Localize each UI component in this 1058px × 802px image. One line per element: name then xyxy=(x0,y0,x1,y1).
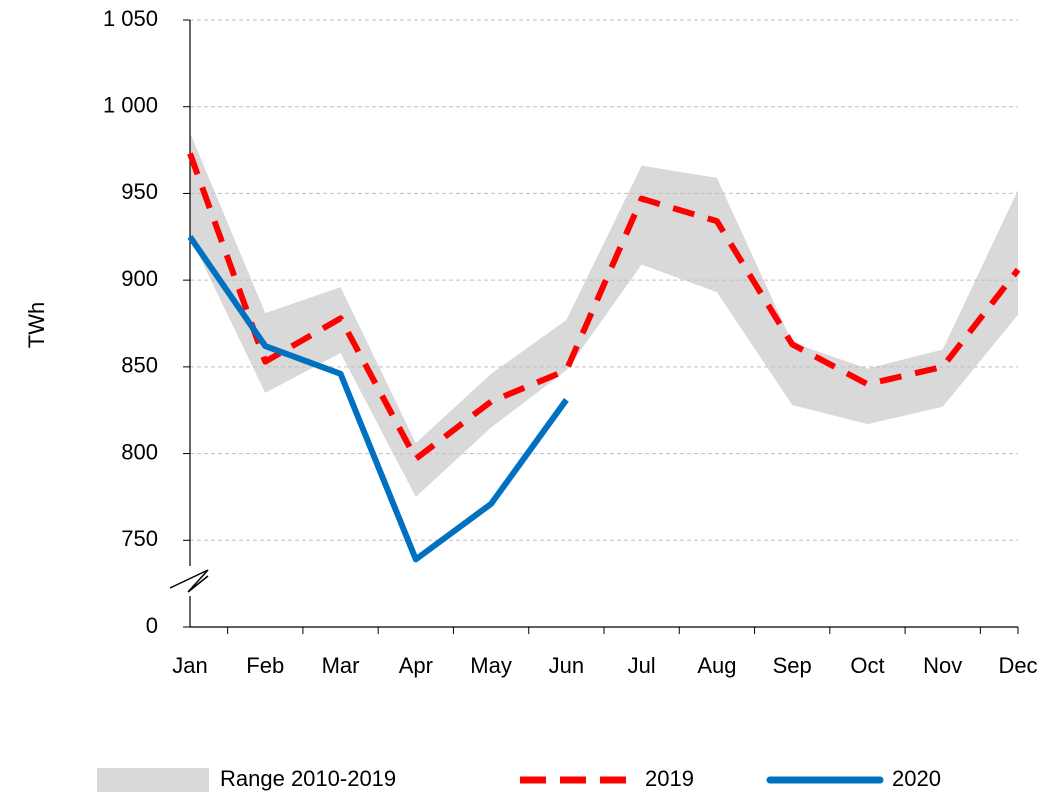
x-tick-label: Jul xyxy=(628,653,656,678)
range-area xyxy=(190,132,1018,497)
x-tick-label: Jan xyxy=(172,653,207,678)
x-tick-label: Mar xyxy=(322,653,360,678)
y-tick-label: 1 000 xyxy=(103,93,158,118)
y-tick-label: 950 xyxy=(121,179,158,204)
series-line xyxy=(187,152,1021,462)
legend-swatch xyxy=(97,768,209,792)
series-line xyxy=(187,235,569,563)
axis-break xyxy=(169,569,209,593)
x-tick-label: Dec xyxy=(998,653,1037,678)
x-tick-label: Feb xyxy=(246,653,284,678)
y-axis-label: TWh xyxy=(24,302,49,348)
x-tick-label: Nov xyxy=(923,653,962,678)
x-tick-label: Jun xyxy=(549,653,584,678)
x-tick-label: Apr xyxy=(399,653,433,678)
x-tick-label: Aug xyxy=(697,653,736,678)
y-tick-label: 750 xyxy=(121,526,158,551)
legend-label: 2019 xyxy=(645,766,694,791)
y-tick-label: 800 xyxy=(121,439,158,464)
x-tick-label: Oct xyxy=(850,653,884,678)
y-tick-label: 900 xyxy=(121,266,158,291)
x-tick-label: Sep xyxy=(773,653,812,678)
y-tick-label: 0 xyxy=(146,613,158,638)
legend-label: Range 2010-2019 xyxy=(220,766,396,791)
x-tick-label: May xyxy=(470,653,512,678)
y-tick-label: 850 xyxy=(121,353,158,378)
y-tick-label: 1 050 xyxy=(103,6,158,31)
legend-label: 2020 xyxy=(892,766,941,791)
